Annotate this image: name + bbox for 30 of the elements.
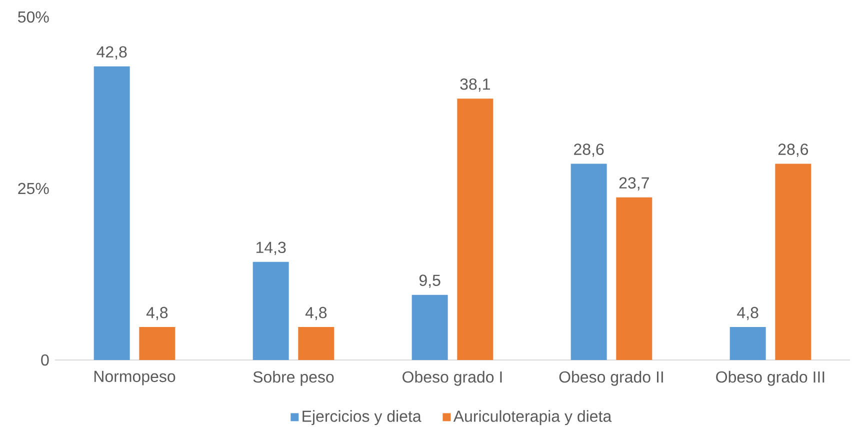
bar [616, 197, 652, 360]
bar [412, 294, 448, 360]
data-label: 9,5 [419, 274, 440, 288]
bar [730, 327, 766, 360]
bar [139, 327, 176, 360]
x-tick-label: Obeso grado I [402, 370, 502, 386]
y-tick-label: 25% [18, 182, 49, 194]
data-label: 4,8 [146, 306, 168, 320]
data-label: 23,7 [619, 177, 649, 190]
x-tick-label: Obeso grado III [716, 370, 824, 386]
data-label: 38,1 [460, 78, 490, 92]
bar [457, 98, 494, 360]
bar [252, 262, 289, 360]
data-label: 4,8 [305, 306, 327, 320]
y-tick-label: 50% [18, 11, 49, 23]
bar [775, 164, 812, 360]
x-tick-label: Sobre peso [253, 370, 334, 386]
legend-label: Auriculoterapia y dieta [453, 410, 612, 426]
data-label: 28,6 [574, 144, 604, 157]
data-label: 42,8 [96, 46, 127, 60]
bar [94, 66, 130, 360]
x-tick-label: Obeso grado II [559, 370, 663, 386]
bar [570, 164, 607, 360]
y-tick-label: 0 [41, 354, 49, 366]
data-label: 14,3 [256, 242, 286, 255]
legend-label: Ejercicios y dieta [302, 410, 422, 426]
data-label: 4,8 [737, 306, 758, 320]
data-label: 28,6 [778, 144, 808, 157]
bar [298, 327, 334, 360]
x-tick-label: Normopeso [94, 370, 176, 386]
